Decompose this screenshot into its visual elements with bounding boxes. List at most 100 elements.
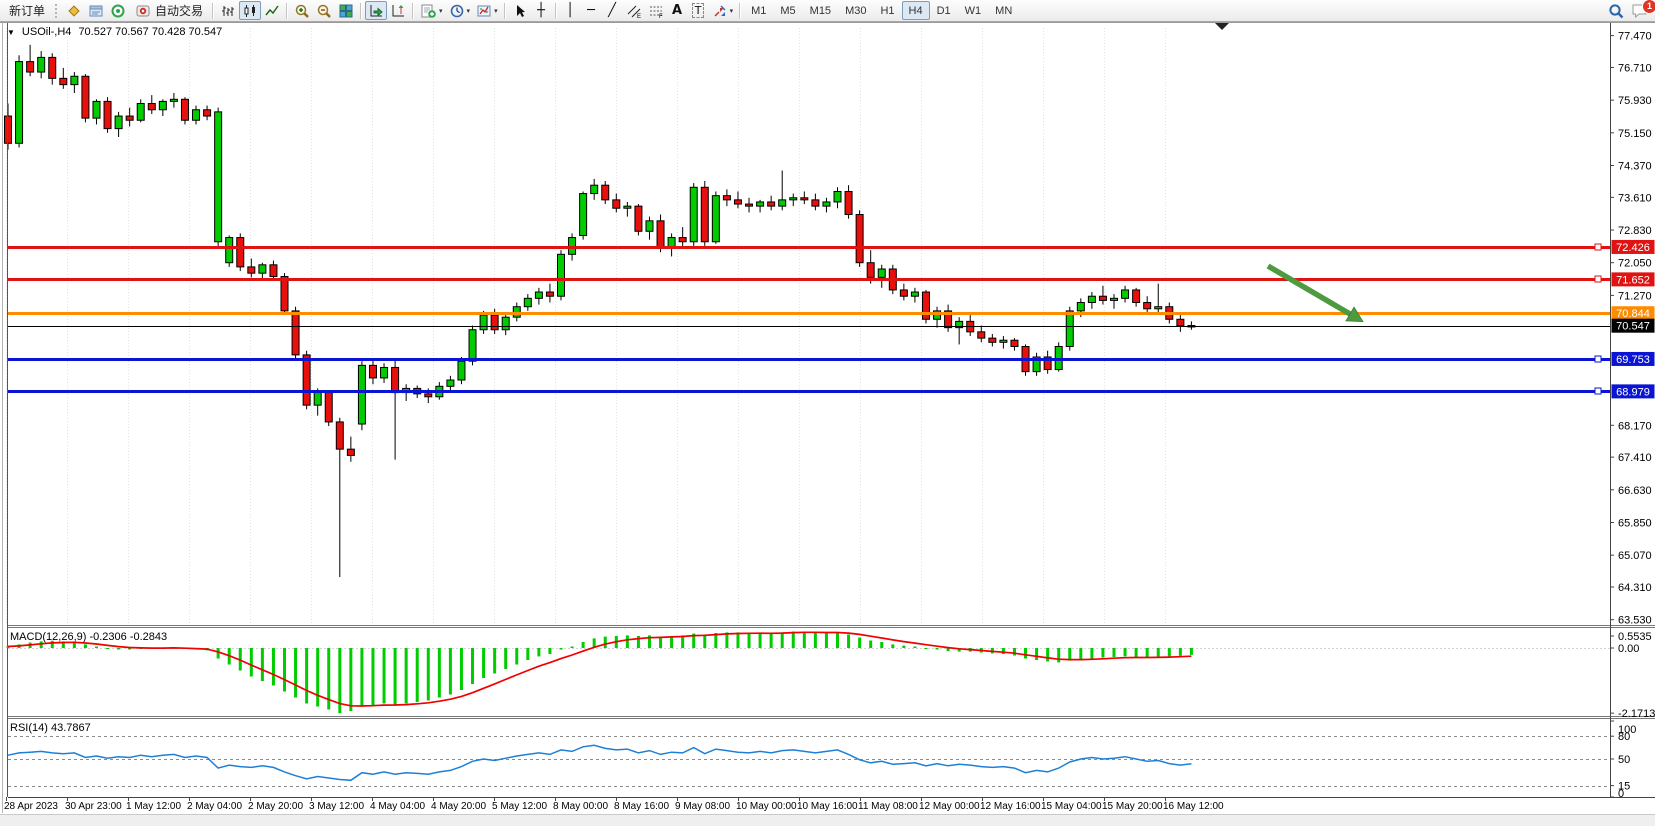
text-icon: A [672, 3, 683, 18]
candle-body [612, 199, 621, 209]
candle-body [291, 310, 300, 356]
chat-button[interactable]: 1 [1628, 0, 1655, 20]
terminal-button[interactable] [85, 1, 107, 20]
timeframe-button-mn[interactable]: MN [988, 1, 1019, 20]
candle-body [346, 448, 355, 456]
macd-histogram-bar [924, 648, 928, 649]
candle-body [999, 339, 1008, 343]
zoom-out-button[interactable] [313, 1, 335, 20]
macd-histogram-bar [537, 648, 541, 657]
bar-chart-button[interactable] [217, 1, 239, 20]
timeframe-button-m5[interactable]: M5 [773, 1, 802, 20]
macd-histogram-bar [725, 632, 729, 648]
macd-histogram-bar [349, 648, 353, 711]
line-chart-icon [265, 5, 279, 15]
time-label: 4 May 20:00 [431, 801, 486, 812]
crosshair-button[interactable]: ┼ [531, 1, 552, 20]
candle-body [125, 115, 134, 121]
macd-histogram-bar [106, 648, 110, 649]
trend-arrow[interactable] [1266, 263, 1352, 317]
collapse-icon[interactable]: ▼ [7, 27, 15, 37]
tile-windows-button[interactable] [335, 1, 357, 20]
candle-body [1132, 289, 1141, 304]
macd-histogram-bar [957, 648, 961, 652]
timeframe-button-m15[interactable]: M15 [803, 1, 838, 20]
macd-histogram-bar [504, 648, 508, 669]
macd-histogram-bar [117, 648, 121, 650]
macd-histogram-bar [448, 648, 452, 695]
macd-histogram-bar [769, 633, 773, 648]
gold-rhombus-button[interactable] [63, 1, 85, 20]
horizontal-line-button[interactable]: ─ [581, 1, 602, 20]
macd-histogram-bar [791, 631, 795, 648]
rsi-tick-label: 50 [1618, 754, 1630, 766]
time-label: 2 May 20:00 [248, 801, 303, 812]
candle-body [789, 197, 798, 201]
candle-body [147, 102, 156, 111]
macd-histogram-bar [249, 648, 253, 677]
macd-histogram-bar [39, 641, 43, 648]
time-label: 9 May 08:00 [675, 801, 730, 812]
line-handle[interactable] [1594, 243, 1602, 251]
trend-arrow-head[interactable] [1345, 306, 1364, 323]
macd-histogram-bar [913, 646, 917, 648]
macd-histogram-bar [880, 642, 884, 648]
fibonacci-button[interactable]: F [645, 1, 667, 20]
candle-body [192, 109, 201, 121]
candle-body [933, 310, 942, 320]
candle-body [214, 111, 223, 243]
candle-body [114, 115, 123, 130]
vertical-line-button[interactable]: │ [560, 1, 581, 20]
candle-body [844, 190, 853, 216]
equidistant-channel-button[interactable]: E [623, 1, 645, 20]
line-handle[interactable] [1594, 387, 1602, 395]
signals-button[interactable] [107, 1, 129, 20]
candle-body [579, 193, 588, 236]
toolbar-separator [412, 2, 415, 19]
new-order-button[interactable]: 新订单 [3, 1, 51, 20]
timeframe-button-h4[interactable]: H4 [901, 1, 930, 21]
search-button[interactable] [1604, 1, 1628, 20]
toolbar-separator [212, 2, 215, 19]
macd-histogram-bar [636, 636, 640, 648]
templates-button[interactable]: ▾ [473, 1, 501, 20]
zoom-in-button[interactable] [291, 1, 313, 20]
macd-histogram-bar [548, 648, 552, 654]
trendline-button[interactable]: ╱ [602, 1, 623, 20]
timeframe-button-d1[interactable]: D1 [930, 1, 958, 20]
line-chart-button[interactable] [261, 1, 283, 20]
text-label-button[interactable]: T [688, 1, 709, 20]
timeframe-button-m1[interactable]: M1 [744, 1, 773, 20]
cursor-button[interactable] [509, 1, 531, 20]
chart-shift-marker[interactable] [1215, 23, 1229, 30]
timeframe-button-w1[interactable]: W1 [958, 1, 989, 20]
auto-scroll-button[interactable] [365, 1, 388, 20]
text-button[interactable]: A [667, 1, 688, 20]
candle-body [424, 393, 433, 398]
macd-histogram-bar [559, 648, 563, 650]
candle-body [711, 195, 720, 243]
add-indicators-button[interactable]: ▾ [417, 1, 446, 20]
macd-histogram-bar [371, 648, 375, 705]
price-tick-label: 75.930 [1618, 95, 1652, 107]
macd-histogram-bar [1178, 648, 1182, 656]
macd-histogram-bar [327, 648, 331, 710]
candle-body [203, 109, 212, 117]
timeframe-button-m30[interactable]: M30 [838, 1, 873, 20]
line-handle[interactable] [1594, 355, 1602, 363]
macd-histogram-bar [515, 648, 519, 665]
timeframe-button-h1[interactable]: H1 [873, 1, 901, 20]
candle-body [800, 197, 809, 201]
arrows-button[interactable]: ▾ [709, 1, 737, 20]
macd-histogram-bar [1145, 648, 1149, 658]
line-handle[interactable] [1594, 275, 1602, 283]
candle-body [700, 186, 709, 243]
chart-shift-button[interactable] [387, 1, 409, 20]
candlestick-chart-button[interactable] [239, 1, 262, 20]
macd-histogram-bar [61, 641, 65, 648]
autotrading-button[interactable]: 自动交易 [129, 1, 209, 20]
macd-histogram-bar [305, 648, 309, 704]
macd-tick-label: -2.1713 [1618, 708, 1655, 720]
periods-button[interactable]: ▾ [446, 1, 474, 20]
macd-histogram-bar [570, 646, 574, 648]
